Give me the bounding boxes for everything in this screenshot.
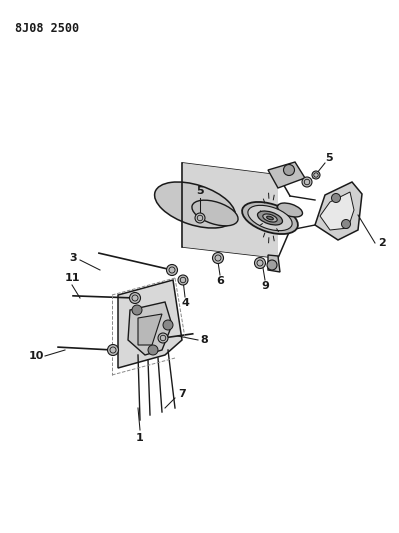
- Circle shape: [132, 305, 142, 315]
- Polygon shape: [128, 302, 172, 355]
- Circle shape: [178, 275, 188, 285]
- Circle shape: [163, 320, 173, 330]
- Ellipse shape: [277, 203, 302, 217]
- Polygon shape: [268, 162, 305, 188]
- Ellipse shape: [257, 211, 282, 225]
- Circle shape: [332, 193, 340, 203]
- Polygon shape: [118, 280, 182, 368]
- Text: 4: 4: [181, 298, 189, 308]
- Circle shape: [267, 260, 277, 270]
- Text: 8: 8: [200, 335, 208, 345]
- Text: 1: 1: [136, 433, 144, 443]
- Circle shape: [312, 171, 320, 179]
- Polygon shape: [138, 314, 162, 345]
- Polygon shape: [268, 255, 280, 272]
- Text: 11: 11: [64, 273, 80, 283]
- Ellipse shape: [263, 214, 277, 222]
- Circle shape: [213, 253, 223, 263]
- Ellipse shape: [242, 202, 298, 234]
- Polygon shape: [315, 182, 362, 240]
- Circle shape: [284, 165, 294, 175]
- Text: 5: 5: [196, 186, 204, 196]
- Circle shape: [255, 257, 265, 269]
- Circle shape: [107, 344, 119, 356]
- Ellipse shape: [267, 216, 273, 220]
- Text: 9: 9: [261, 281, 269, 291]
- Circle shape: [166, 264, 178, 276]
- Ellipse shape: [154, 182, 235, 228]
- Circle shape: [302, 177, 312, 187]
- Text: 2: 2: [378, 238, 386, 248]
- Circle shape: [158, 333, 168, 343]
- Circle shape: [130, 293, 140, 303]
- Text: 7: 7: [178, 389, 186, 399]
- Circle shape: [195, 213, 205, 223]
- Circle shape: [148, 345, 158, 355]
- Circle shape: [342, 220, 350, 229]
- Ellipse shape: [248, 205, 292, 231]
- Text: 5: 5: [325, 153, 333, 163]
- Ellipse shape: [192, 200, 238, 226]
- Text: 8J08 2500: 8J08 2500: [15, 22, 79, 35]
- Text: 3: 3: [69, 253, 77, 263]
- Text: 6: 6: [216, 276, 224, 286]
- Text: 10: 10: [28, 351, 43, 361]
- Polygon shape: [183, 163, 278, 258]
- Polygon shape: [320, 192, 354, 230]
